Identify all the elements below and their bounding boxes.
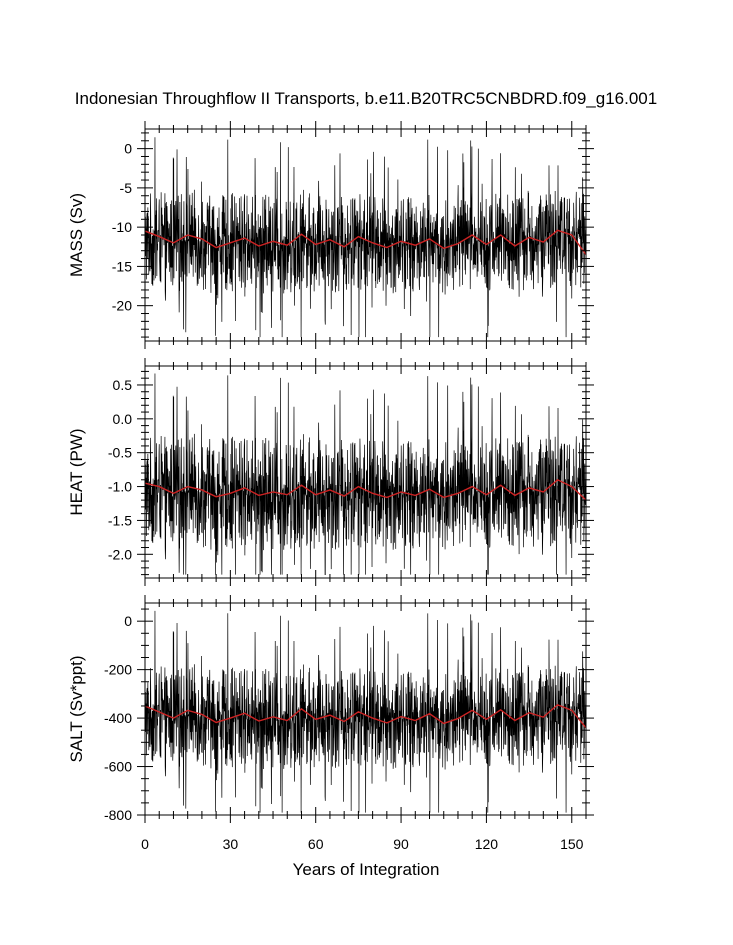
salt-xtick-label: 0: [141, 836, 149, 852]
heat-ytick-label: -1.5: [108, 512, 132, 528]
mass-ytick-label: -10: [112, 219, 132, 235]
salt-smooth-layer: [144, 703, 587, 729]
mass-ytick-label: -15: [112, 258, 132, 274]
heat-ytick-label: -2.0: [108, 546, 132, 562]
heat-frame: [144, 365, 587, 579]
salt-xtick-label: 60: [308, 836, 324, 852]
mass-ytick-label: -20: [112, 298, 132, 314]
heat-raw-layer: [144, 373, 587, 575]
chart-title: Indonesian Throughflow II Transports, b.…: [75, 89, 657, 108]
salt-ytick-label: -800: [104, 807, 132, 823]
heat-smoothed-line: [144, 478, 587, 501]
mass-raw-layer: [144, 137, 587, 338]
salt-raw-layer: [144, 610, 587, 813]
salt-ticks: 0 -200 -400 -600 -800 0 30 60 90 120 150: [104, 595, 594, 852]
mass-smooth-layer: [144, 229, 587, 256]
salt-frame: [144, 602, 587, 816]
mass-ytick-label: -5: [120, 180, 133, 196]
salt-ylabel: SALT (Sv*ppt): [67, 655, 86, 762]
heat-ytick-label: -0.5: [108, 445, 132, 461]
salt-ytick-label: 0: [124, 613, 132, 629]
salt-ytick-label: -600: [104, 759, 132, 775]
heat-ylabel: HEAT (PW): [67, 428, 86, 515]
salt-ytick-label: -400: [104, 710, 132, 726]
heat-smooth-layer: [144, 478, 587, 501]
mass-ylabel: MASS (Sv): [67, 193, 86, 277]
mass-ytick-label: 0: [124, 141, 132, 157]
heat-ytick-label: -1.0: [108, 479, 132, 495]
panel-salt: 0 -200 -400 -600 -800 0 30 60 90 120 150 SALT (Sv*…: [67, 595, 594, 852]
heat-ytick-label: 0.0: [113, 411, 133, 427]
salt-raw-line: [144, 610, 587, 813]
mass-raw-line: [144, 137, 587, 338]
panel-mass: 0 -5 -10 -15 -20 MASS (Sv): [67, 121, 594, 349]
salt-xtick-label: 90: [393, 836, 409, 852]
panel-heat: 0.5 0.0 -0.5 -1.0 -1.5 -2.0 HEAT (PW): [67, 358, 594, 586]
mass-frame: [144, 128, 587, 342]
salt-xtick-label: 150: [560, 836, 584, 852]
heat-ytick-label: 0.5: [113, 377, 133, 393]
mass-smoothed-line: [144, 229, 587, 256]
heat-raw-line: [144, 373, 587, 575]
salt-xtick-label: 120: [475, 836, 499, 852]
salt-ytick-label: -200: [104, 662, 132, 678]
salt-xtick-label: 30: [223, 836, 239, 852]
salt-smoothed-line: [144, 703, 587, 729]
x-axis-label: Years of Integration: [293, 860, 440, 879]
